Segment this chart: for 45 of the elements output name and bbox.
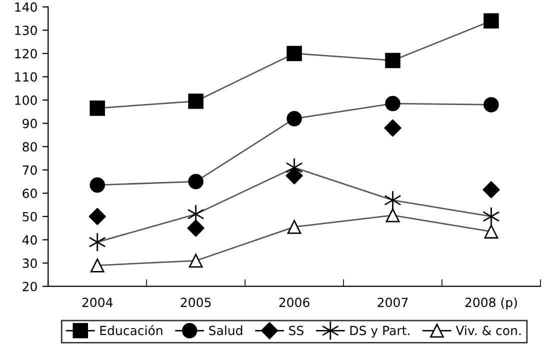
legend-label: SS bbox=[289, 326, 304, 336]
point bbox=[482, 181, 500, 198]
point bbox=[385, 52, 400, 68]
y-tick-label: 120 bbox=[15, 48, 37, 58]
y-tick-label: 40 bbox=[22, 235, 37, 245]
legend-label: Salud bbox=[209, 326, 242, 336]
x-tick-label: 2005 bbox=[180, 298, 211, 308]
legend-label: Viv. & con. bbox=[456, 326, 521, 336]
point bbox=[188, 174, 204, 190]
point bbox=[187, 220, 204, 237]
y-tick-label: 130 bbox=[15, 26, 37, 36]
point bbox=[88, 208, 106, 226]
point bbox=[188, 94, 204, 109]
point bbox=[385, 96, 400, 112]
point bbox=[90, 177, 106, 193]
point bbox=[286, 111, 302, 126]
y-tick-label: 50 bbox=[22, 212, 37, 222]
point bbox=[482, 206, 500, 226]
y-tick-label: 80 bbox=[22, 142, 37, 152]
point bbox=[90, 258, 104, 272]
point bbox=[188, 254, 203, 268]
point bbox=[287, 220, 302, 234]
point bbox=[484, 13, 499, 29]
y-tick-label: 100 bbox=[15, 96, 37, 105]
y-tick-label: 70 bbox=[22, 165, 37, 175]
point bbox=[384, 119, 402, 137]
legend-label: Educación bbox=[100, 325, 162, 336]
y-tick-label: 30 bbox=[22, 258, 37, 268]
x-tick-label: 2007 bbox=[378, 298, 408, 308]
x-tick-label: 2004 bbox=[82, 298, 113, 308]
legend-label: DS y Part. bbox=[350, 326, 410, 338]
point bbox=[88, 232, 106, 252]
x-tick-label: 2006 bbox=[279, 298, 310, 308]
point bbox=[384, 190, 402, 210]
point bbox=[484, 224, 498, 239]
point bbox=[386, 208, 400, 222]
point bbox=[90, 100, 106, 116]
y-tick-label: 140 bbox=[15, 2, 37, 12]
y-tick-label: 110 bbox=[15, 72, 37, 82]
y-tick-label: 20 bbox=[22, 282, 37, 292]
y-tick-label: 60 bbox=[22, 188, 37, 198]
point bbox=[484, 97, 499, 112]
x-tick-label: 2008 (p) bbox=[465, 297, 517, 310]
y-tick-label: 90 bbox=[22, 118, 37, 128]
point bbox=[286, 46, 302, 62]
